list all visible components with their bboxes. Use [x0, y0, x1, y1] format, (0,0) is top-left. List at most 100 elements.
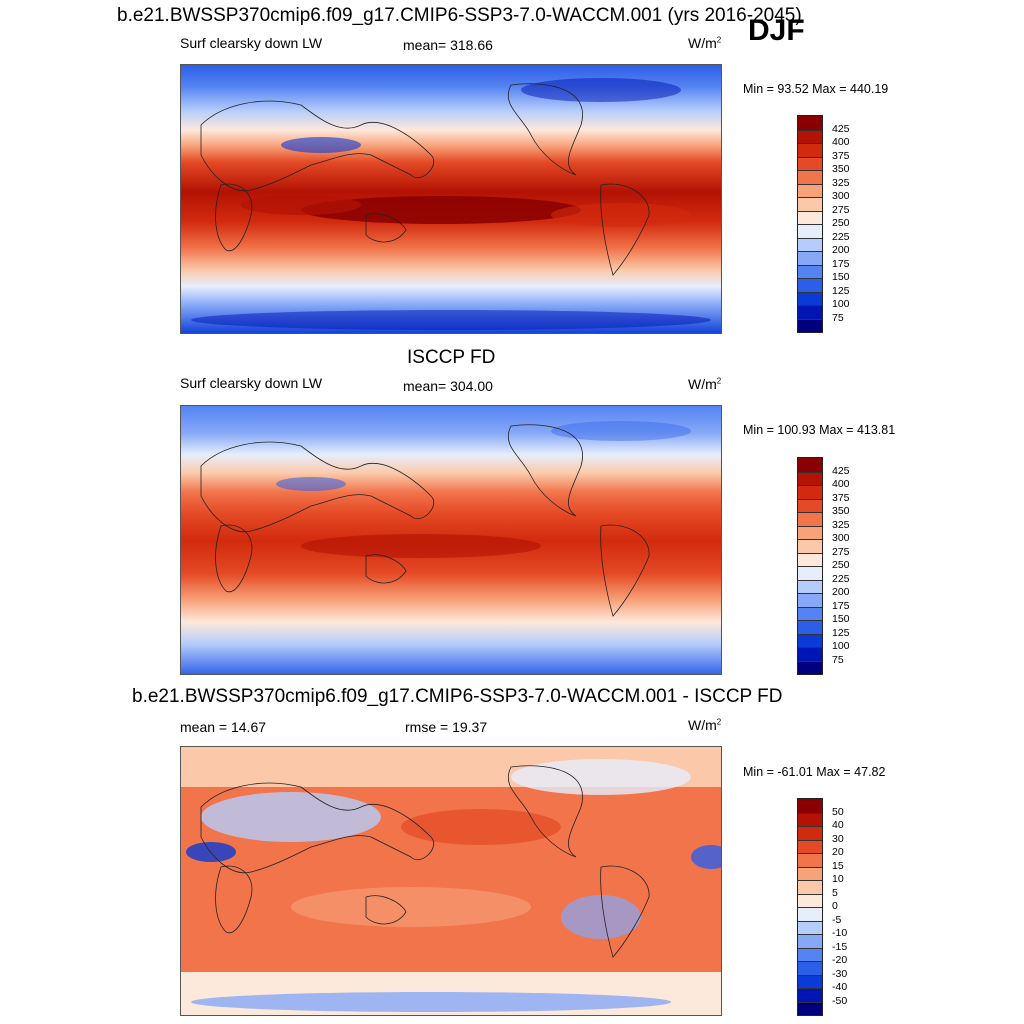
panel1-coastlines [200, 83, 650, 276]
colorbar-swatch [798, 143, 822, 157]
colorbar-swatch [798, 170, 822, 184]
colorbar-swatch [798, 606, 822, 620]
panel2-title: ISCCP FD [407, 347, 496, 368]
colorbar-tick-label: 350 [832, 505, 850, 517]
colorbar-tick-label: -30 [832, 967, 848, 980]
panel1-mean-label: mean= 318.66 [403, 37, 493, 53]
colorbar-tick-label: 225 [832, 572, 850, 585]
panel1-title: b.e21.BWSSP370cmip6.f09_g17.CMIP6-SSP3-7… [117, 5, 802, 26]
colorbar-swatch [798, 278, 822, 292]
panel3-colorbar-labels: 50 40 30 20 15 10 5 0 -5 -10 -15 -20 -30 -40 -50 [832, 798, 892, 1014]
colorbar-swatch [798, 251, 822, 265]
colorbar-swatch [798, 224, 822, 238]
colorbar-tick-label: -10 [832, 927, 848, 939]
colorbar-tick-label: 375 [832, 491, 850, 504]
colorbar-tick-label: 200 [832, 244, 850, 256]
colorbar-tick-label: 300 [832, 532, 850, 544]
panel1-colorbar [797, 115, 823, 333]
colorbar-swatch [798, 539, 822, 553]
panel2-variable-label: Surf clearsky down LW [180, 375, 323, 391]
colorbar-tick-label: -5 [832, 913, 842, 926]
colorbar-tick-label: 225 [832, 230, 850, 243]
colorbar-swatch [798, 498, 822, 512]
colorbar-swatch [798, 826, 822, 840]
colorbar-swatch [798, 988, 822, 1002]
colorbar-tick-label: -20 [832, 954, 848, 966]
colorbar-swatch [798, 458, 822, 472]
colorbar-tick-label: 250 [832, 217, 850, 229]
colorbar-tick-label: 400 [832, 136, 850, 148]
panel2-units: W/m2 [688, 376, 722, 392]
colorbar-tick-label: 175 [832, 257, 850, 270]
panel1-colorbar-labels: 425 400 375 350 325 300 275 250 225 200 175 150 125 1… [832, 115, 892, 331]
colorbar-tick-label: 100 [832, 298, 850, 310]
colorbar-swatch [798, 866, 822, 880]
colorbar-swatch [798, 116, 822, 130]
colorbar-swatch [798, 660, 822, 674]
colorbar-tick-label: 15 [832, 859, 844, 872]
colorbar-tick-label: 100 [832, 640, 850, 652]
panel3-rmse-label: rmse = 19.37 [405, 719, 488, 735]
colorbar-tick-label: -40 [832, 981, 848, 993]
colorbar-tick-label: 275 [832, 545, 850, 558]
colorbar-tick-label: 50 [832, 805, 844, 818]
colorbar-swatch [798, 512, 822, 526]
colorbar-tick-label: 250 [832, 559, 850, 571]
colorbar-swatch [798, 237, 822, 251]
panel2-coastlines [200, 424, 650, 617]
colorbar-swatch [798, 318, 822, 332]
colorbar-swatch [798, 1001, 822, 1015]
colorbar-tick-label: 400 [832, 478, 850, 490]
colorbar-swatch [798, 961, 822, 975]
colorbar-swatch [798, 974, 822, 988]
colorbar-tick-label: 10 [832, 873, 844, 885]
panel3-minmax: Min = -61.01 Max = 47.82 [743, 765, 886, 779]
colorbar-swatch [798, 305, 822, 319]
panel3-map-field [181, 747, 721, 1015]
colorbar-swatch [798, 552, 822, 566]
colorbar-swatch [798, 620, 822, 634]
panel1-map [180, 64, 722, 334]
colorbar-swatch [798, 579, 822, 593]
colorbar-tick-label: 325 [832, 518, 850, 531]
colorbar-swatch [798, 264, 822, 278]
panel3-mean-label: mean = 14.67 [180, 719, 267, 735]
colorbar-tick-label: 20 [832, 846, 844, 858]
season-label: DJF [748, 14, 805, 47]
colorbar-swatch [798, 633, 822, 647]
colorbar-swatch [798, 485, 822, 499]
colorbar-tick-label: 125 [832, 626, 850, 639]
colorbar-swatch [798, 156, 822, 170]
colorbar-tick-label: 325 [832, 176, 850, 189]
colorbar-swatch [798, 839, 822, 853]
panel2-colorbar-labels: 425 400 375 350 325 300 275 250 225 200 175 150 125 1… [832, 457, 892, 673]
colorbar-swatch [798, 525, 822, 539]
colorbar-tick-label: 200 [832, 586, 850, 598]
colorbar-tick-label: 425 [832, 122, 850, 135]
colorbar-swatch [798, 291, 822, 305]
colorbar-tick-label: 150 [832, 613, 850, 625]
colorbar-tick-label: 275 [832, 203, 850, 216]
panel1-variable-label: Surf clearsky down LW [180, 35, 323, 51]
colorbar-tick-label: 350 [832, 163, 850, 175]
panel2-mean-label: mean= 304.00 [403, 378, 493, 394]
colorbar-swatch [798, 471, 822, 485]
colorbar-tick-label: 150 [832, 271, 850, 283]
colorbar-swatch [798, 812, 822, 826]
panel2-colorbar [797, 457, 823, 675]
colorbar-swatch [798, 799, 822, 813]
colorbar-tick-label: 75 [832, 653, 844, 666]
colorbar-swatch [798, 647, 822, 661]
panel2-map [180, 405, 722, 675]
colorbar-swatch [798, 183, 822, 197]
colorbar-tick-label: 30 [832, 832, 844, 845]
colorbar-swatch [798, 907, 822, 921]
panel1-minmax: Min = 93.52 Max = 440.19 [743, 82, 889, 96]
colorbar-swatch [798, 197, 822, 211]
colorbar-swatch [798, 129, 822, 143]
panel1-units: W/m2 [688, 35, 722, 51]
panel3-colorbar [797, 798, 823, 1016]
colorbar-tick-label: 5 [832, 886, 838, 899]
colorbar-tick-label: 75 [832, 311, 844, 324]
colorbar-tick-label: 0 [832, 900, 838, 912]
